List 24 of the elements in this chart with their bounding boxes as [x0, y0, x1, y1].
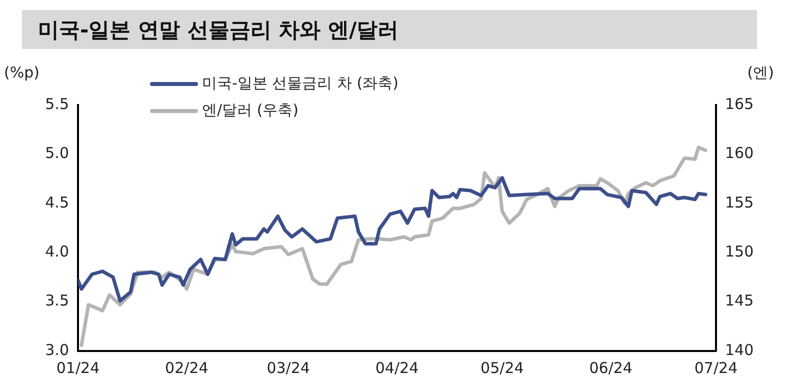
- y-tick-label: 5.5: [45, 94, 69, 113]
- x-tick-label: 01/24: [56, 358, 100, 377]
- y-tick-label: 3.0: [45, 340, 69, 359]
- x-tick-label: 04/24: [375, 358, 419, 377]
- legend-label: 미국-일본 선물금리 차 (좌축): [202, 74, 398, 93]
- x-tick-label: 02/24: [165, 358, 208, 377]
- y2-tick-label: 140: [725, 340, 754, 359]
- y2-tick-label: 150: [725, 242, 754, 260]
- x-tick-label: 05/24: [480, 358, 524, 377]
- y2-tick-label: 145: [725, 292, 754, 310]
- chart-title: 미국-일본 연말 선물금리 차와 엔/달러: [22, 10, 757, 49]
- x-tick-label: 06/24: [589, 358, 632, 377]
- x-tick-label: 03/24: [266, 358, 310, 377]
- x-tick-label: 07/24: [694, 358, 738, 377]
- y-tick-label: 4.0: [45, 242, 69, 260]
- y-tick-label: 5.0: [45, 144, 69, 162]
- y2-tick-label: 165: [725, 94, 754, 113]
- y2-axis-title: (엔): [747, 63, 774, 82]
- y-tick-label: 4.5: [45, 193, 69, 212]
- legend-label: 엔/달러 (우축): [202, 101, 299, 120]
- y2-tick-label: 155: [725, 193, 754, 212]
- y2-tick-label: 160: [725, 144, 754, 162]
- y-tick-label: 3.5: [45, 292, 69, 310]
- y-axis-title: (%p): [4, 63, 40, 82]
